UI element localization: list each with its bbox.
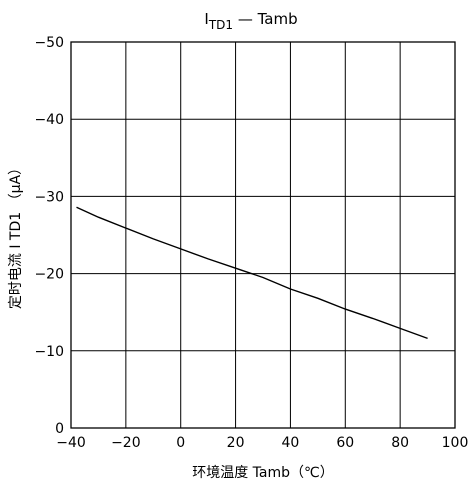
y-tick-label: −30 (34, 189, 64, 205)
y-axis-label: 定时电流 I TD1 （μA） (8, 161, 24, 309)
y-tick-label: −50 (34, 35, 64, 51)
series-layer (76, 206, 428, 340)
x-tick-label: 0 (176, 435, 185, 451)
chart-title: ITD1 — Tamb (204, 10, 297, 32)
y-tick-label: −20 (34, 267, 64, 283)
y-tick-label: −40 (34, 112, 64, 128)
series-line-0 (76, 206, 428, 340)
y-tick-labels: 0 −10 −20 −30 −40 −50 (34, 35, 64, 437)
grid-layer (71, 42, 455, 428)
title-main: I (204, 10, 208, 28)
plot-frame (70, 41, 456, 429)
x-tick-label: 20 (227, 435, 245, 451)
y-tick-label: −10 (34, 344, 64, 360)
title-sub: TD1 (208, 18, 233, 32)
x-tick-label: −40 (56, 435, 86, 451)
x-tick-label: 100 (442, 435, 469, 451)
x-axis-label: 环境温度 Tamb（℃） (192, 465, 334, 481)
x-tick-label: 60 (336, 435, 354, 451)
x-tick-labels: −40 −20 0 20 40 60 80 100 (56, 435, 468, 451)
x-tick-label: 80 (391, 435, 409, 451)
x-tick-label: −20 (111, 435, 141, 451)
x-tick-label: 40 (282, 435, 300, 451)
title-rest: — Tamb (233, 10, 298, 28)
y-tick-label: 0 (55, 421, 64, 437)
